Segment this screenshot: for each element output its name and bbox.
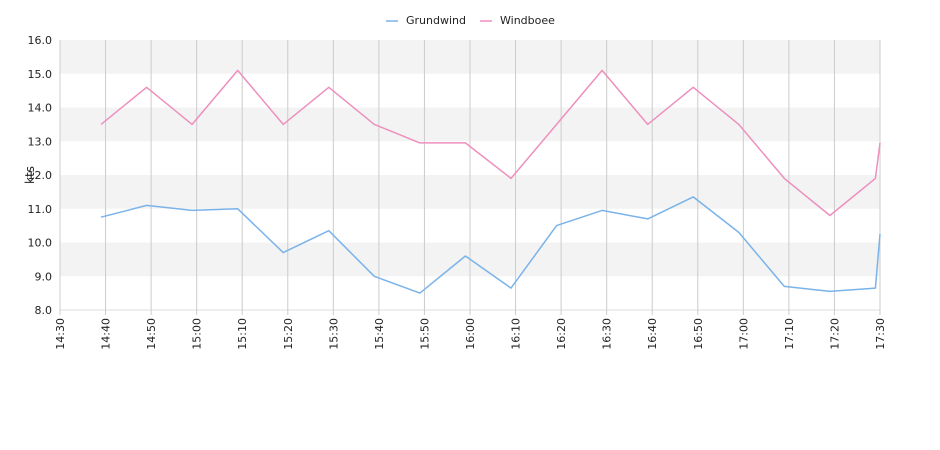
legend-label: Grundwind [406,14,466,27]
x-tick-label: 15:30 [327,318,340,350]
x-tick-label: 17:30 [874,318,887,350]
y-tick-label: 10.0 [28,237,53,250]
x-tick-label: 14:40 [100,318,113,350]
x-tick-label: 16:00 [464,318,477,350]
x-tick-label: 15:00 [191,318,204,350]
x-tick-label: 16:30 [601,318,614,350]
legend-item-grundwind[interactable]: Grundwind [386,14,466,27]
y-tick-label: 14.0 [28,102,53,115]
x-tick-label: 17:00 [737,318,750,350]
y-tick-label: 8.0 [35,304,53,317]
y-tick-label: 12.0 [28,169,53,182]
x-tick-label: 16:40 [646,318,659,350]
x-tick-label: 16:50 [692,318,705,350]
x-tick-label: 14:50 [145,318,158,350]
y-tick-label: 16.0 [28,34,53,47]
x-tick-label: 15:40 [373,318,386,350]
legend: Grundwind Windboee [386,14,555,27]
y-tick-label: 15.0 [28,68,53,81]
y-axis-ticks: 8.0 9.0 10.0 11.0 12.0 13.0 14.0 15.0 16.0 [28,34,53,317]
vertical-grid [59,40,881,315]
y-tick-label: 11.0 [28,203,53,216]
x-tick-label: 17:10 [783,318,796,350]
x-tick-label: 16:20 [555,318,568,350]
x-tick-label: 15:10 [236,318,249,350]
legend-item-windboee[interactable]: Windboee [480,14,555,27]
x-tick-label: 15:50 [418,318,431,350]
x-tick-label: 17:20 [828,318,841,350]
y-axis-title: kts [23,166,37,184]
chart-series [100,69,881,294]
x-axis-ticks: 14:30 14:40 14:50 15:00 15:10 15:20 15:30 15:40… [54,318,887,350]
series-line-grundwind [100,196,881,294]
y-tick-label: 9.0 [35,270,53,283]
y-tick-label: 13.0 [28,135,53,148]
series-line-windboee [100,69,881,217]
legend-label: Windboee [500,14,555,27]
x-tick-label: 15:20 [282,318,295,350]
x-tick-label: 14:30 [54,318,67,350]
x-tick-label: 16:10 [510,318,523,350]
